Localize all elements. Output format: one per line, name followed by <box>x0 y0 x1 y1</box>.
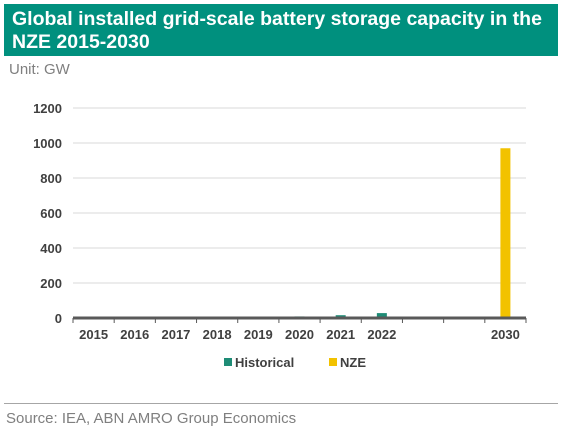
y-tick-label: 800 <box>40 171 62 186</box>
y-tick-label: 0 <box>55 311 62 326</box>
legend-swatch <box>224 358 232 366</box>
legend-label: Historical <box>235 355 294 370</box>
gridlines <box>73 107 526 284</box>
x-tick-label: 2018 <box>203 327 232 342</box>
x-tick-label: 2015 <box>79 327 108 342</box>
x-tick-label: 2021 <box>326 327 355 342</box>
x-axis-ticks: 2015 2016 2017 2018 2019 2020 2021 2022 2030 <box>79 327 520 342</box>
y-tick-label: 400 <box>40 241 62 256</box>
x-tick-label: 2019 <box>244 327 273 342</box>
y-tick-label: 1000 <box>33 136 62 151</box>
y-tick-label: 200 <box>40 276 62 291</box>
unit-label: Unit: GW <box>9 61 70 78</box>
legend: Historical NZE <box>224 355 366 370</box>
source-divider <box>4 403 558 404</box>
bar-historical-7 <box>376 313 387 318</box>
legend-swatch <box>329 358 337 366</box>
bars <box>88 148 511 318</box>
bar-nze-10 <box>500 148 511 318</box>
source-note: Source: IEA, ABN AMRO Group Economics <box>6 410 297 427</box>
x-tick-label: 2017 <box>161 327 190 342</box>
x-tick-label: 2020 <box>285 327 314 342</box>
y-tick-label: 1200 <box>33 101 62 116</box>
y-axis-ticks: 0 200 400 600 800 1000 1200 <box>33 101 62 326</box>
x-tick-label: 2016 <box>120 327 149 342</box>
x-tick-label: 2030 <box>491 327 520 342</box>
legend-label: NZE <box>340 355 366 370</box>
y-tick-label: 600 <box>40 206 62 221</box>
x-tick-label: 2022 <box>367 327 396 342</box>
x-axis <box>72 316 527 323</box>
chart-title: Global installed grid-scale battery stor… <box>4 4 558 56</box>
